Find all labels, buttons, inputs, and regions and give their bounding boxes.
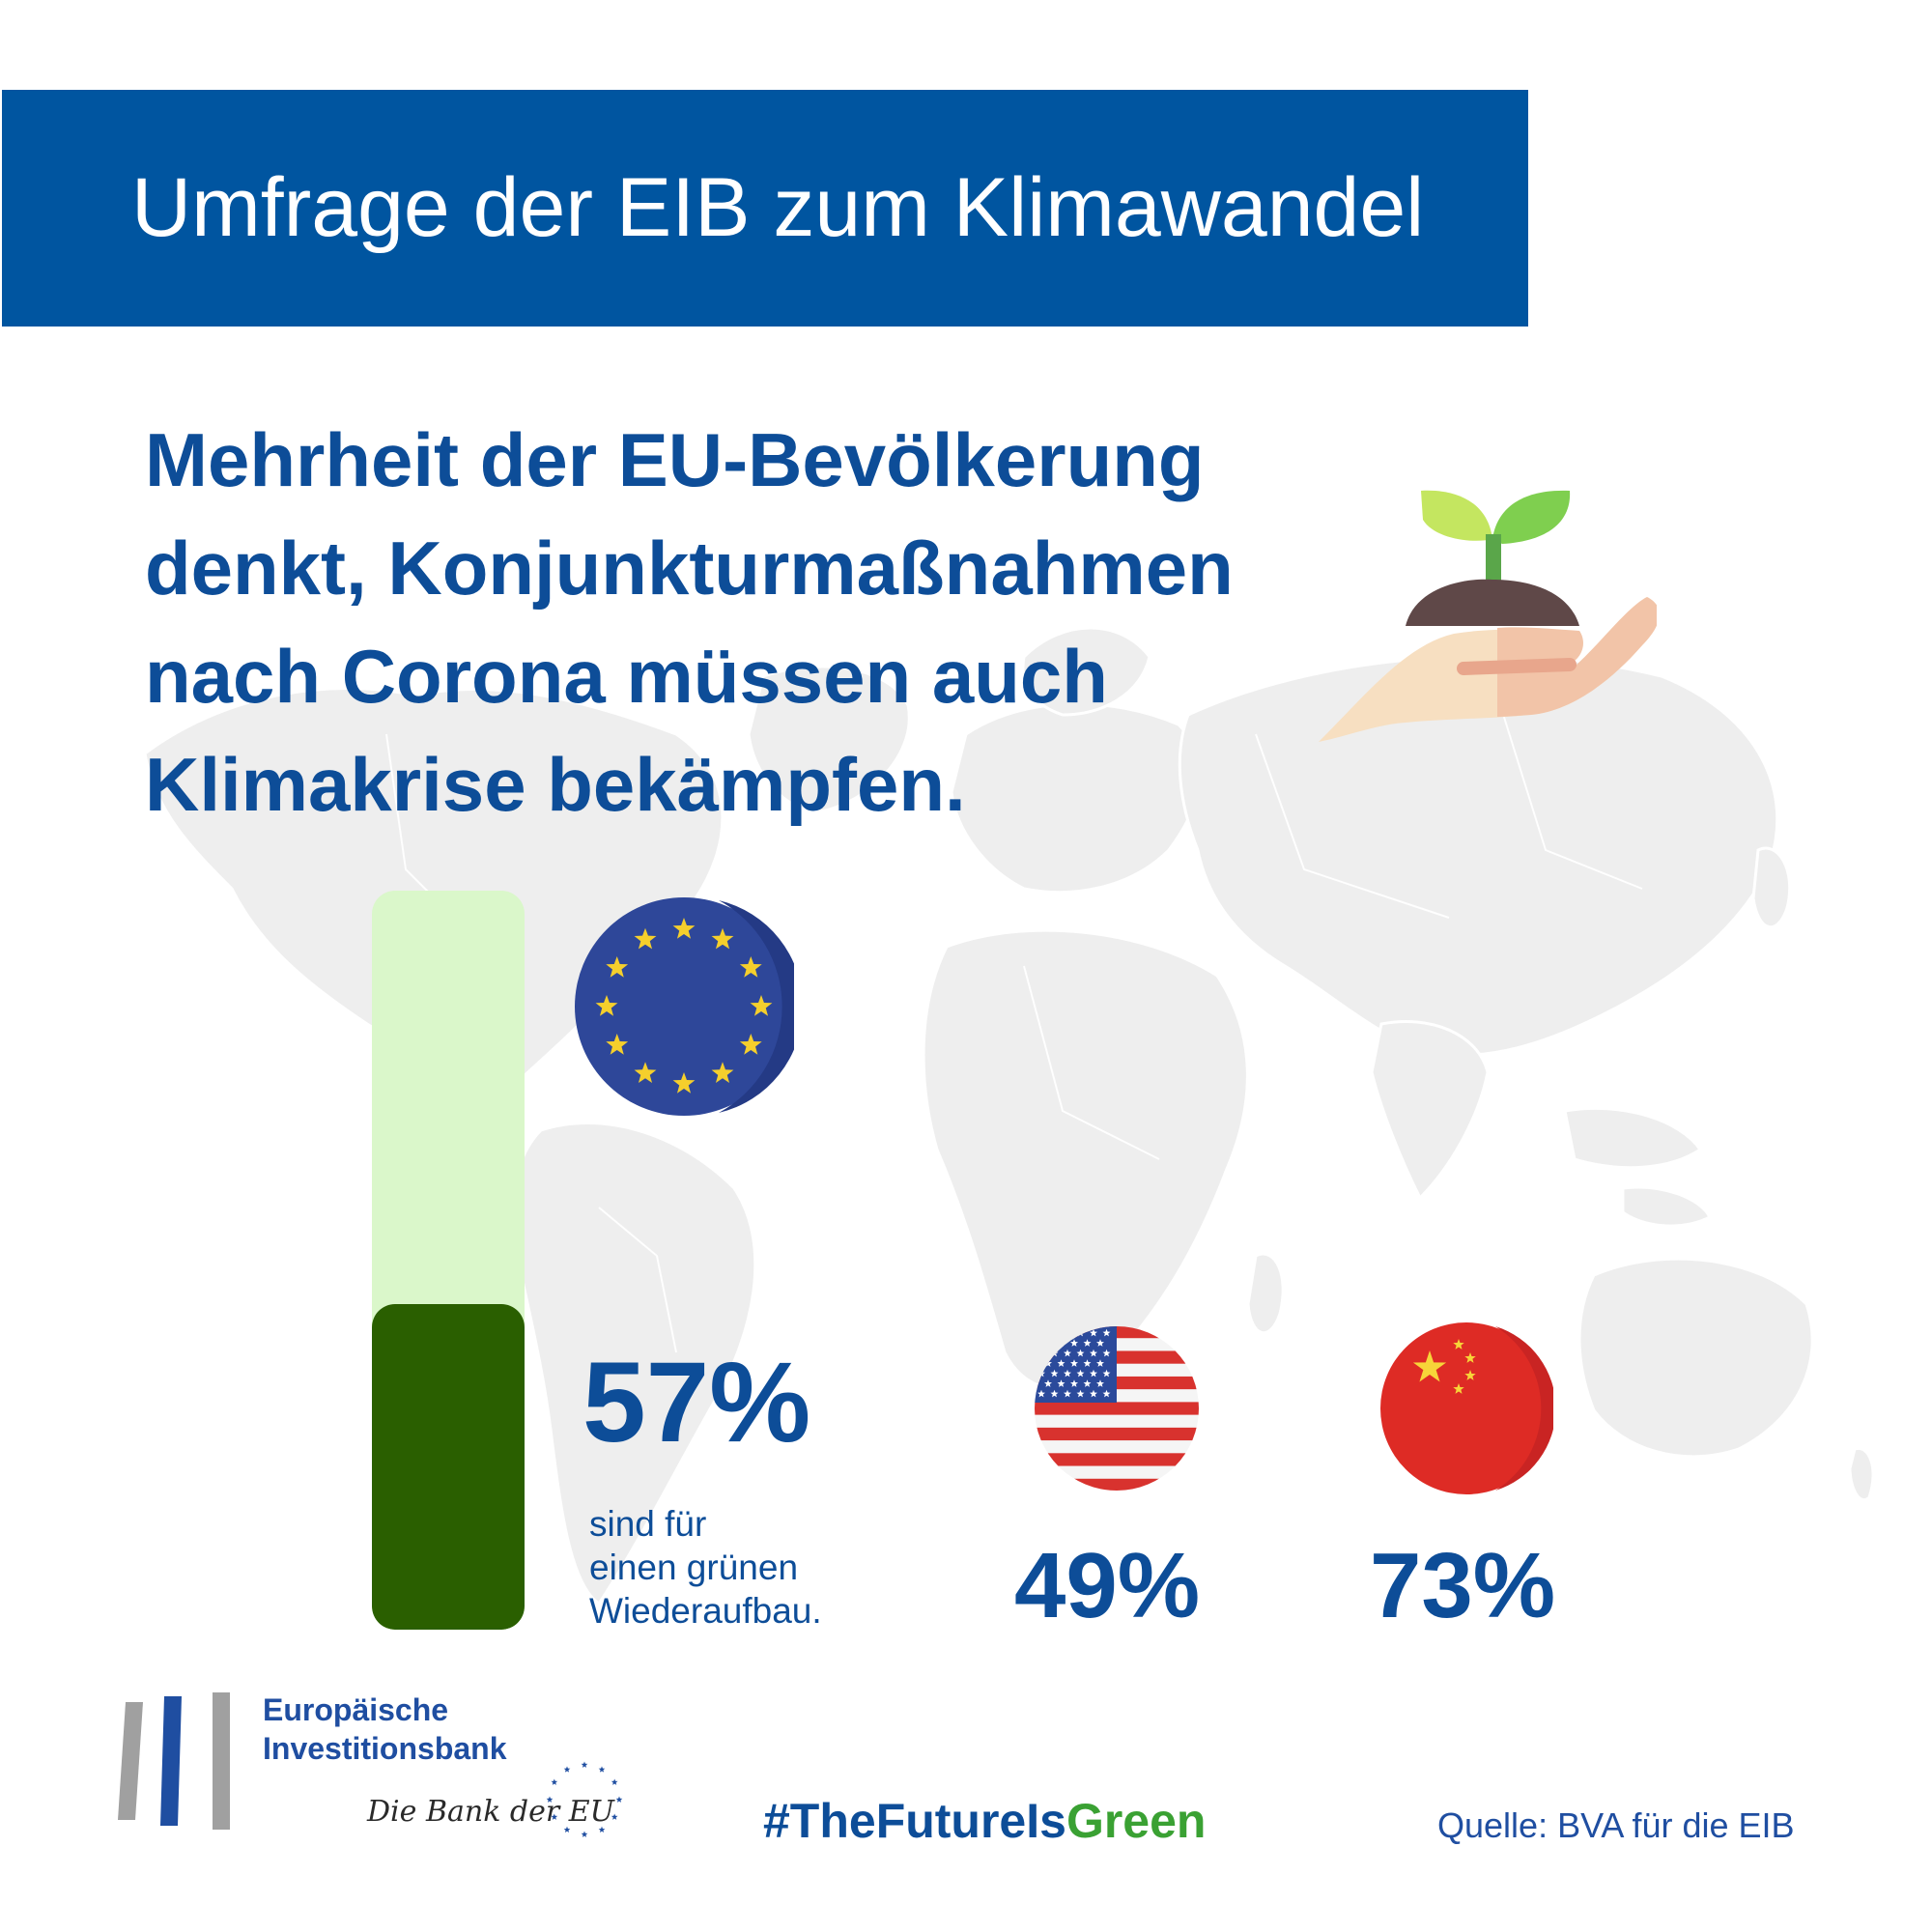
us-flag-star xyxy=(1050,1328,1059,1337)
us-flag-star xyxy=(1064,1389,1071,1398)
eib-logo-icon xyxy=(118,1692,230,1830)
eib-tagline: Die Bank der EU xyxy=(367,1795,614,1829)
us-flag-star xyxy=(1070,1359,1078,1367)
eib-name: Europäische Investitionsbank xyxy=(263,1690,507,1768)
tagline-star xyxy=(551,1778,558,1785)
us-flag-star xyxy=(1037,1328,1045,1337)
us-flag-star xyxy=(1037,1389,1045,1398)
hashtag: #TheFutureIsGreen xyxy=(763,1792,1206,1850)
us-flag-star xyxy=(1070,1379,1078,1387)
us-flag-star xyxy=(1090,1349,1097,1357)
us-flag-stripe xyxy=(1035,1453,1199,1466)
china-flag-small-star xyxy=(1464,1370,1476,1380)
eu-progress-bar xyxy=(372,891,525,1630)
china-flag-icon xyxy=(1380,1322,1553,1494)
us-flag-star xyxy=(1050,1389,1059,1398)
us-flag-star xyxy=(1057,1359,1065,1367)
us-flag-star xyxy=(1044,1379,1052,1387)
us-flag-star xyxy=(1064,1349,1071,1357)
eu-percent: 57% xyxy=(582,1339,811,1466)
tagline-star xyxy=(546,1796,554,1803)
us-flag-star xyxy=(1102,1369,1111,1378)
us-flag-star xyxy=(1076,1349,1085,1357)
eu-caption-line-1: sind für xyxy=(589,1504,707,1544)
eu-flag-star xyxy=(739,956,762,978)
eu-caption-line-2: einen grünen xyxy=(589,1548,799,1587)
tagline-star xyxy=(581,1761,588,1768)
us-flag-star xyxy=(1064,1369,1071,1378)
us-flag-star xyxy=(1070,1339,1078,1347)
eu-flag-star xyxy=(739,1034,762,1055)
headline-line-3: nach Corona müssen auch xyxy=(145,634,1108,719)
china-flag-small-star xyxy=(1453,1383,1464,1394)
us-flag-star xyxy=(1083,1359,1092,1367)
us-flag-star xyxy=(1090,1389,1097,1398)
us-flag-star xyxy=(1096,1359,1104,1367)
header-title: Umfrage der EIB zum Klimawandel xyxy=(131,161,1425,254)
eu-flag-star xyxy=(672,1072,696,1094)
us-flag-star xyxy=(1057,1339,1065,1347)
us-flag-star xyxy=(1076,1369,1085,1378)
tagline-star xyxy=(598,1826,606,1833)
us-flag-star xyxy=(1090,1328,1097,1337)
us-flag-star xyxy=(1090,1369,1097,1378)
hashtag-suffix: Green xyxy=(1065,1794,1207,1848)
eu-flag-star xyxy=(634,927,657,950)
us-flag-stripe xyxy=(1035,1427,1199,1441)
headline-line-2: denkt, Konjunkturmaßnahmen xyxy=(145,526,1234,611)
us-flag-star xyxy=(1102,1389,1111,1398)
tagline-star xyxy=(581,1831,588,1837)
us-percent: 49% xyxy=(1014,1534,1201,1637)
us-flag-star xyxy=(1102,1349,1111,1357)
us-flag-star xyxy=(1044,1339,1052,1347)
tagline-star xyxy=(611,1813,618,1820)
tagline-star xyxy=(598,1766,606,1773)
eu-flag-icon xyxy=(575,897,794,1116)
us-flag-star xyxy=(1037,1349,1045,1357)
us-flag-star xyxy=(1057,1379,1065,1387)
eib-name-line-2: Investitionsbank xyxy=(263,1731,507,1766)
tagline-star xyxy=(563,1766,571,1773)
hashtag-prefix: #TheFutureIs xyxy=(763,1794,1066,1848)
tagline-star xyxy=(615,1796,623,1803)
tagline-star xyxy=(551,1813,558,1820)
us-flag-star xyxy=(1096,1379,1104,1387)
plant-in-hand-icon xyxy=(1319,490,1657,742)
eu-flag-star xyxy=(595,995,618,1016)
us-flag-star xyxy=(1076,1389,1085,1398)
us-flag-stripe xyxy=(1035,1402,1199,1415)
headline: Mehrheit der EU-Bevölkerung denkt, Konju… xyxy=(145,406,1352,838)
source-note: Quelle: BVA für die EIB xyxy=(1437,1805,1795,1845)
eu-flag-star xyxy=(606,956,629,978)
eu-flag-star xyxy=(750,995,773,1016)
eu-progress-bar-fill xyxy=(372,1304,525,1630)
us-flag-star xyxy=(1064,1328,1071,1337)
eu-flag-star xyxy=(672,918,696,939)
headline-line-1: Mehrheit der EU-Bevölkerung xyxy=(145,417,1205,502)
eib-name-line-1: Europäische xyxy=(263,1692,449,1727)
headline-line-4: Klimakrise bekämpfen. xyxy=(145,742,966,827)
china-flag-small-star xyxy=(1453,1339,1464,1350)
eu-flag-star xyxy=(711,1062,734,1083)
eu-caption-line-3: Wiederaufbau. xyxy=(589,1591,822,1631)
us-flag-star xyxy=(1050,1369,1059,1378)
eu-flag-star xyxy=(634,1062,657,1083)
us-flag-stripe xyxy=(1035,1478,1199,1491)
tagline-star xyxy=(611,1778,618,1785)
tagline-star xyxy=(563,1826,571,1833)
eu-flag-star xyxy=(606,1034,629,1055)
us-flag-star xyxy=(1083,1339,1092,1347)
eu-flag-star xyxy=(711,927,734,950)
us-flag-star xyxy=(1102,1328,1111,1337)
us-flag-star xyxy=(1083,1379,1092,1387)
us-flag-icon xyxy=(1035,1326,1199,1491)
header-banner xyxy=(2,90,1528,327)
eu-caption: sind für einen grünen Wiederaufbau. xyxy=(589,1502,879,1633)
china-percent: 73% xyxy=(1370,1534,1556,1637)
china-flag-small-star xyxy=(1464,1352,1476,1363)
eu-stars-ring-icon xyxy=(546,1761,623,1837)
us-flag-star xyxy=(1096,1339,1104,1347)
china-flag-big-star xyxy=(1412,1350,1447,1382)
